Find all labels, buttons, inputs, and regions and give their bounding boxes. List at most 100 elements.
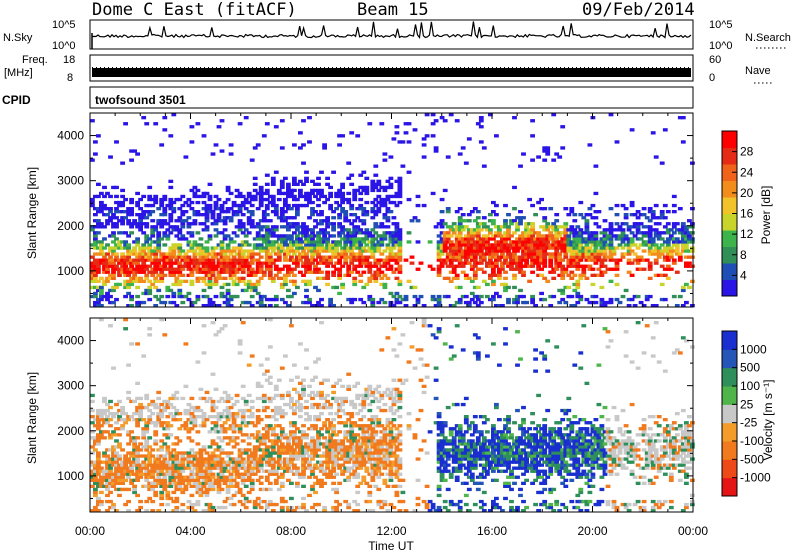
heatmap-cell: [102, 207, 107, 211]
heatmap-cell: [659, 273, 665, 277]
heatmap-cell: [108, 255, 113, 259]
heatmap-cell: [159, 439, 165, 443]
heatmap-cell: [307, 460, 312, 464]
heatmap-cell: [162, 267, 168, 271]
heatmap-cell: [153, 228, 159, 232]
heatmap-cell: [147, 255, 153, 259]
heatmap-cell: [243, 448, 249, 452]
heatmap-cell: [542, 216, 548, 220]
heatmap-cell: [150, 225, 156, 229]
heatmap-cell: [237, 451, 243, 455]
heatmap-cell: [478, 246, 484, 250]
heatmap-cell: [319, 466, 324, 470]
heatmap-cell: [406, 279, 412, 283]
heatmap-cell: [261, 240, 267, 244]
heatmap-cell: [210, 255, 216, 259]
heatmap-cell: [99, 258, 104, 262]
heatmap-cell: [249, 399, 255, 404]
heatmap-cell: [195, 451, 201, 455]
heatmap-cell: [289, 424, 294, 428]
heatmap-cell: [346, 240, 352, 244]
heatmap-cell: [255, 279, 261, 283]
heatmap-cell: [108, 210, 113, 214]
heatmap-cell: [201, 249, 207, 253]
heatmap-cell: [668, 249, 674, 253]
heatmap-cell: [316, 448, 321, 452]
heatmap-cell: [388, 267, 394, 271]
heatmap-cell: [135, 412, 140, 416]
heatmap-cell: [261, 439, 267, 443]
heatmap-cell: [120, 219, 125, 223]
heatmap-cell: [388, 200, 394, 205]
heatmap-cell: [93, 304, 98, 308]
heatmap-cell: [225, 451, 231, 455]
heatmap-cell: [430, 294, 436, 299]
heatmap-cell: [548, 264, 554, 268]
heatmap-cell: [436, 243, 442, 247]
heatmap-cell: [195, 297, 201, 302]
heatmap-cell: [168, 197, 174, 202]
heatmap-cell: [99, 276, 104, 280]
heatmap-cell: [192, 405, 198, 410]
heatmap-cell: [111, 249, 116, 253]
heatmap-cell: [572, 288, 578, 293]
heatmap-cell: [626, 228, 632, 232]
heatmap-cell: [156, 448, 162, 452]
heatmap-cell: [102, 225, 107, 229]
heatmap-cell: [599, 297, 605, 302]
heatmap-cell: [90, 200, 95, 205]
heatmap-cell: [379, 252, 385, 256]
heatmap-cell: [491, 234, 496, 238]
heatmap-cell: [105, 264, 110, 268]
heatmap-cell: [126, 472, 131, 476]
heatmap-cell: [334, 267, 339, 271]
heatmap-cell: [286, 249, 291, 253]
heatmap-cell: [279, 276, 285, 280]
heatmap-cell: [370, 264, 376, 268]
heatmap-cell: [159, 463, 165, 467]
heatmap-cell: [276, 393, 282, 398]
heatmap-cell: [144, 463, 150, 467]
heatmap-cell: [283, 200, 288, 205]
heatmap-cell: [234, 399, 240, 404]
heatmap-cell: [494, 273, 499, 277]
heatmap-cell: [394, 252, 400, 256]
heatmap-cell: [225, 197, 231, 202]
heatmap-cell: [102, 408, 107, 413]
heatmap-cell: [174, 267, 180, 271]
heatmap-cell: [153, 421, 159, 425]
heatmap-cell: [491, 219, 496, 223]
heatmap-cell: [289, 267, 294, 271]
heatmap-cell: [316, 276, 321, 280]
heatmap-cell: [153, 493, 159, 498]
heatmap-cell: [114, 246, 119, 250]
heatmap-cell: [243, 207, 249, 211]
heatmap-cell: [295, 264, 300, 268]
heatmap-cell: [120, 255, 125, 259]
heatmap-cell: [267, 246, 273, 250]
heatmap-cell: [533, 304, 538, 308]
heatmap-cell: [361, 185, 367, 190]
heatmap-cell: [273, 439, 279, 443]
heatmap-cell: [246, 231, 252, 235]
heatmap-cell: [304, 448, 309, 452]
heatmap-cell: [572, 252, 578, 256]
heatmap-cell: [674, 237, 680, 241]
heatmap-cell: [195, 264, 201, 268]
heatmap-cell: [370, 207, 376, 211]
heatmap-cell: [249, 213, 255, 217]
heatmap-cell: [301, 194, 306, 199]
heatmap-cell: [129, 439, 134, 443]
heatmap-cell: [644, 225, 650, 229]
heatmap-cell: [466, 231, 472, 235]
heatmap-cell: [322, 276, 327, 280]
heatmap-cell: [478, 125, 484, 129]
heatmap-cell: [307, 140, 312, 144]
heatmap-cell: [240, 213, 246, 217]
heatmap-cell: [313, 304, 318, 308]
heatmap-cell: [322, 246, 327, 250]
heatmap-cell: [270, 225, 276, 229]
heatmap-cell: [264, 249, 270, 253]
heatmap-cell: [174, 463, 180, 467]
heatmap-cell: [237, 267, 243, 271]
